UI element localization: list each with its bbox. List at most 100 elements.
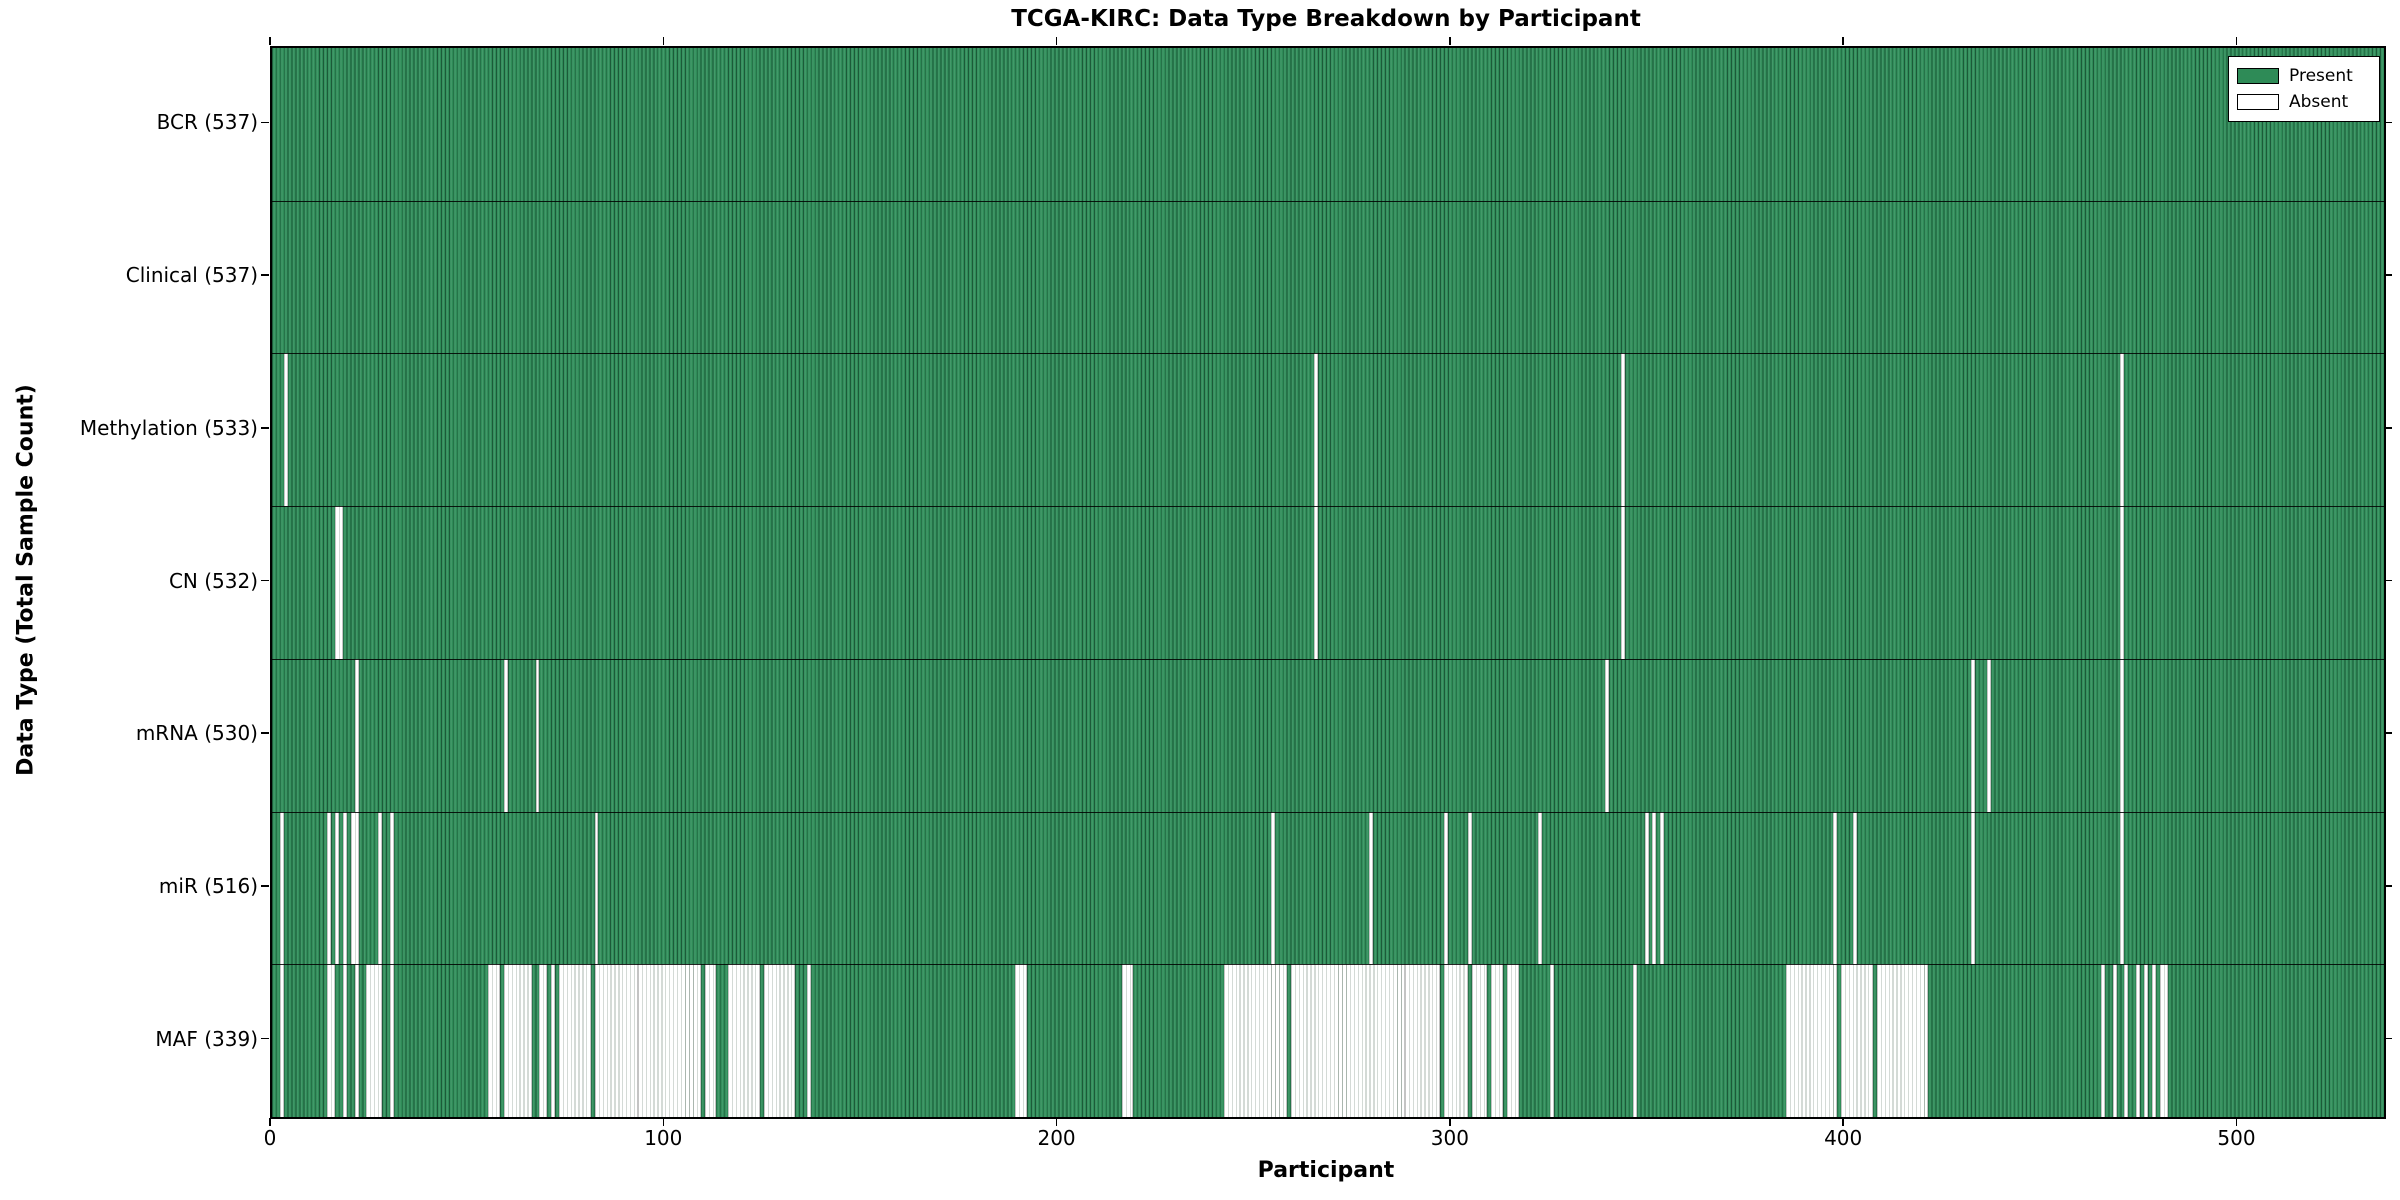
absent-stripe-CN-16 — [334, 506, 343, 659]
absent-stripe-MAF-24 — [366, 964, 383, 1117]
absent-stripe-Methylation-3 — [283, 353, 288, 507]
y-tick-label-Methylation: Methylation (533) — [79, 415, 258, 440]
absent-stripe-Methylation-470 — [2120, 353, 2125, 507]
x-tick-bottom-400 — [1842, 1118, 1844, 1126]
row-MAF — [272, 964, 2384, 1117]
row-BCR — [272, 48, 2384, 201]
row-separator — [272, 506, 2384, 508]
y-tick-left-BCR — [261, 121, 269, 124]
row-separator — [272, 811, 2384, 813]
absent-stripe-MAF-325 — [1550, 964, 1555, 1117]
absent-stripe-mRNA-432 — [1971, 658, 1975, 812]
absent-stripe-MAF-93 — [637, 964, 701, 1117]
absent-stripe-MAF-474 — [2136, 964, 2141, 1117]
absent-stripe-miR-470 — [2120, 811, 2125, 965]
x-tick-label-500: 500 — [2217, 1126, 2256, 1150]
absent-stripe-MAF-408 — [1876, 964, 1928, 1117]
absent-stripe-MAF-110 — [704, 964, 717, 1117]
y-tick-right-CN — [2384, 579, 2392, 582]
y-tick-left-Clinical — [261, 274, 269, 276]
x-tick-bottom-200 — [1055, 1118, 1058, 1126]
legend-entry-present: Present — [2237, 63, 2371, 89]
row-mRNA — [272, 658, 2384, 812]
absent-stripe-miR-279 — [1369, 811, 1374, 965]
x-tick-label-0: 0 — [263, 1126, 277, 1150]
absent-stripe-MAF-310 — [1491, 964, 1504, 1117]
row-separator — [272, 200, 2384, 202]
y-tick-left-mRNA — [261, 732, 269, 734]
absent-stripe-MAF-2 — [279, 964, 284, 1117]
absent-stripe-CN-265 — [1314, 506, 1319, 659]
absent-stripe-MAF-465 — [2100, 964, 2105, 1117]
x-tick-top-400 — [1842, 37, 1844, 45]
y-tick-label-Clinical: Clinical (537) — [125, 263, 258, 288]
absent-stripe-MAF-189 — [1015, 964, 1028, 1117]
x-tick-label-200: 200 — [1037, 1126, 1076, 1150]
absent-stripe-MAF-259 — [1290, 964, 1405, 1117]
absent-stripe-miR-298 — [1444, 811, 1448, 965]
y-tick-right-BCR — [2384, 121, 2392, 124]
absent-stripe-miR-397 — [1833, 811, 1838, 965]
absent-stripe-miR-351 — [1652, 811, 1657, 965]
y-tick-label-miR: miR (516) — [158, 873, 258, 898]
legend-present-swatch — [2237, 68, 2279, 84]
absent-stripe-MAF-288 — [1404, 964, 1441, 1117]
row-Methylation — [272, 353, 2384, 507]
absent-stripe-miR-20 — [350, 811, 359, 965]
row-separator — [272, 964, 2384, 966]
absent-stripe-MAF-30 — [389, 964, 394, 1117]
absent-stripe-miR-353 — [1660, 811, 1665, 965]
x-axis-title: Participant — [1257, 1158, 1395, 1183]
y-tick-right-MAF — [2384, 1037, 2392, 1040]
x-tick-label-400: 400 — [1824, 1126, 1863, 1150]
x-tick-label-300: 300 — [1430, 1126, 1469, 1150]
absent-stripe-MAF-480 — [2159, 964, 2168, 1117]
y-tick-right-Clinical — [2384, 274, 2392, 276]
absent-stripe-MAF-55 — [488, 964, 501, 1117]
absent-stripe-mRNA-59 — [504, 658, 508, 812]
y-tick-right-mRNA — [2384, 732, 2392, 734]
absent-stripe-MAF-14 — [327, 964, 335, 1117]
absent-stripe-miR-14 — [327, 811, 331, 965]
absent-stripe-MAF-478 — [2151, 964, 2156, 1117]
x-tick-top-100 — [662, 37, 665, 45]
absent-stripe-miR-349 — [1644, 811, 1649, 965]
y-tick-right-Methylation — [2384, 427, 2392, 429]
absent-stripe-MAF-346 — [1632, 964, 1637, 1117]
absent-stripe-MAF-242 — [1223, 964, 1287, 1117]
absent-stripe-miR-2 — [279, 811, 284, 965]
absent-stripe-MAF-314 — [1506, 964, 1519, 1117]
x-tick-bottom-300 — [1449, 1118, 1451, 1126]
absent-stripe-mRNA-470 — [2120, 658, 2125, 812]
row-miR — [272, 811, 2384, 965]
absent-stripe-miR-82 — [594, 811, 599, 965]
absent-stripe-miR-432 — [1971, 811, 1975, 965]
x-tick-label-100: 100 — [644, 1126, 683, 1150]
absent-stripe-miR-18 — [342, 811, 347, 965]
y-tick-left-CN — [261, 579, 269, 582]
absent-stripe-mRNA-67 — [535, 658, 540, 812]
absent-stripe-CN-343 — [1621, 506, 1625, 659]
absent-stripe-mRNA-436 — [1986, 658, 1991, 812]
absent-stripe-MAF-385 — [1786, 964, 1838, 1117]
absent-stripe-MAF-21 — [354, 964, 359, 1117]
x-tick-top-500 — [2235, 37, 2238, 45]
absent-stripe-MAF-18 — [342, 964, 347, 1117]
absent-stripe-miR-27 — [378, 811, 383, 965]
row-separator — [272, 353, 2384, 355]
absent-stripe-MAF-471 — [2124, 964, 2129, 1117]
row-separator — [272, 658, 2384, 660]
absent-stripe-MAF-125 — [763, 964, 796, 1117]
y-tick-label-CN: CN (532) — [168, 568, 258, 593]
row-Clinical — [272, 200, 2384, 354]
legend: Present Absent — [2228, 56, 2380, 122]
absent-stripe-miR-254 — [1270, 811, 1275, 965]
absent-stripe-mRNA-339 — [1605, 658, 1610, 812]
absent-stripe-MAF-476 — [2144, 964, 2148, 1117]
y-tick-label-mRNA: mRNA (530) — [135, 721, 258, 746]
x-tick-top-0 — [269, 37, 271, 45]
y-tick-left-miR — [261, 885, 269, 887]
plot-area — [270, 46, 2386, 1119]
y-tick-label-MAF: MAF (339) — [155, 1026, 258, 1051]
